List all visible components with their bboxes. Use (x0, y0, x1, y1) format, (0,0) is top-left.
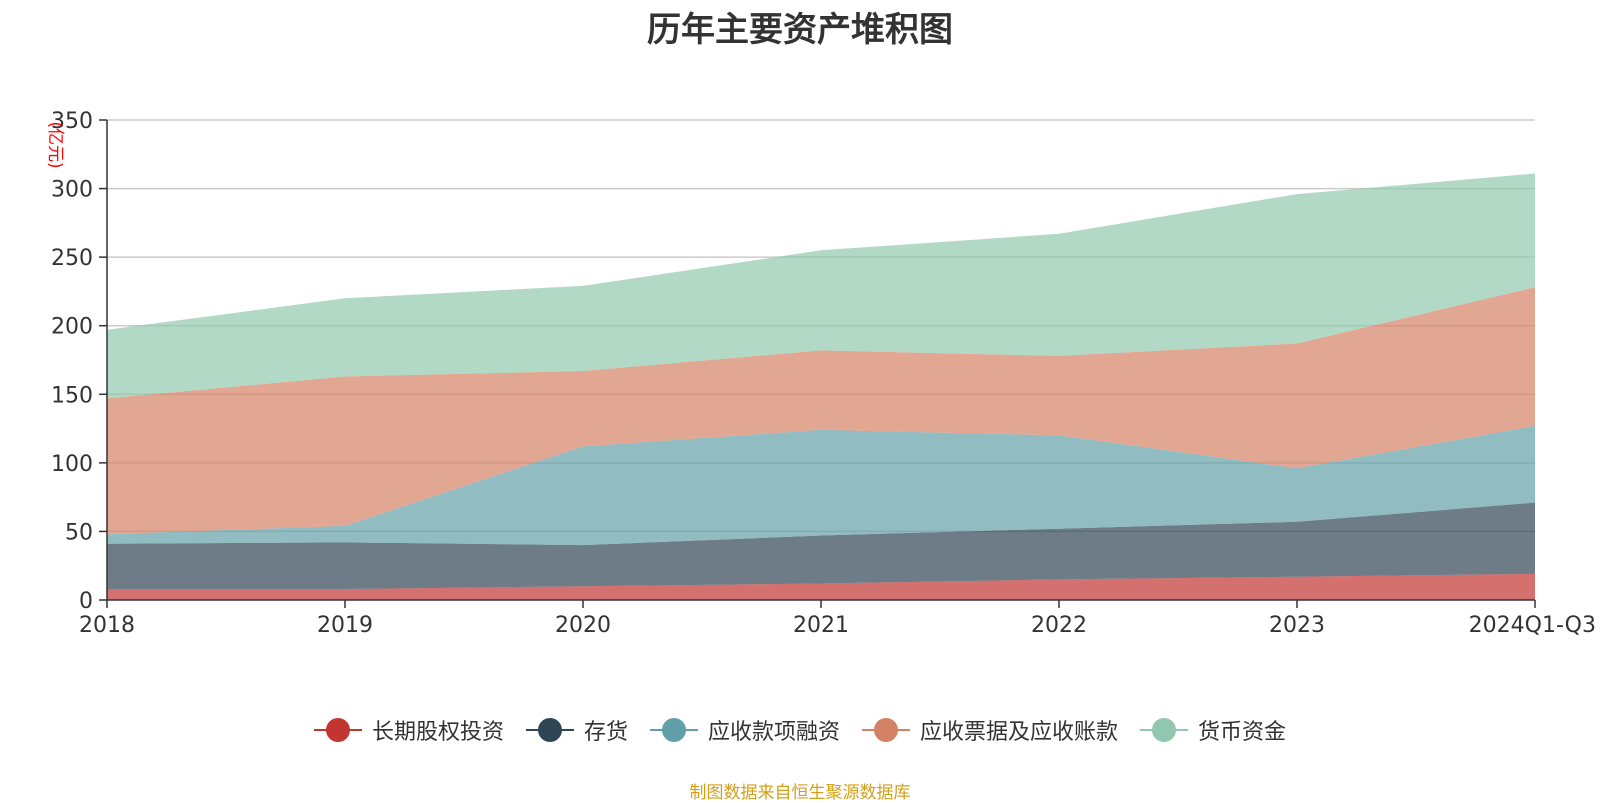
area-series-4 (107, 173, 1535, 399)
legend-item-4[interactable]: 货币资金 (1140, 714, 1286, 746)
legend-item-0[interactable]: 长期股权投资 (313, 714, 504, 746)
x-tick-label: 2022 (1031, 613, 1087, 638)
legend-label: 应收票据及应收账款 (920, 720, 1119, 745)
legend-marker-icon (862, 718, 910, 742)
legend: 长期股权投资 存货 应收款项融资 应收票据及应收账款 货币资金 (0, 714, 1600, 746)
legend-label: 货币资金 (1198, 720, 1287, 745)
axes: 0 50 100 150 200 250 300 350 2018 2019 2020 2021 202… (51, 109, 1596, 638)
x-tick-label: 2023 (1269, 613, 1325, 638)
area-series-1 (107, 502, 1535, 589)
x-tick-label: 2024Q1-Q3 (1469, 613, 1596, 638)
y-tick-label: 50 (65, 520, 93, 545)
legend-label: 存货 (583, 720, 628, 745)
x-tick-label: 2019 (317, 613, 373, 638)
y-tick-label: 250 (51, 246, 93, 271)
legend-marker-icon (649, 718, 698, 742)
y-tick-label: 150 (51, 383, 93, 408)
stacked-areas (107, 173, 1535, 600)
y-tick-label: 350 (51, 109, 93, 134)
y-tick-label: 0 (79, 589, 93, 614)
source-note: 制图数据来自恒生聚源数据库 (689, 783, 911, 803)
legend-item-3[interactable]: 应收票据及应收账款 (862, 714, 1118, 746)
y-axis-unit-label: (亿元) (45, 121, 65, 168)
y-tick-label: 300 (51, 178, 93, 203)
legend-item-2[interactable]: 应收款项融资 (649, 714, 840, 746)
legend-marker-icon (525, 718, 574, 742)
legend-item-1[interactable]: 存货 (525, 714, 628, 746)
area-series-0 (107, 573, 1535, 600)
area-series-2 (107, 425, 1535, 546)
x-tick-label: 2018 (79, 613, 135, 638)
chart-title: 历年主要资产堆积图 (647, 10, 953, 50)
y-tick-label: 200 (51, 315, 93, 340)
x-tick-label: 2020 (555, 613, 611, 638)
legend-label: 应收款项融资 (707, 720, 840, 745)
y-tick-label: 100 (51, 452, 93, 477)
legend-marker-icon (313, 718, 362, 742)
x-tick-label: 2021 (793, 613, 849, 638)
legend-label: 长期股权投资 (371, 720, 504, 745)
legend-marker-icon (1140, 718, 1189, 742)
area-series-3 (107, 287, 1535, 535)
